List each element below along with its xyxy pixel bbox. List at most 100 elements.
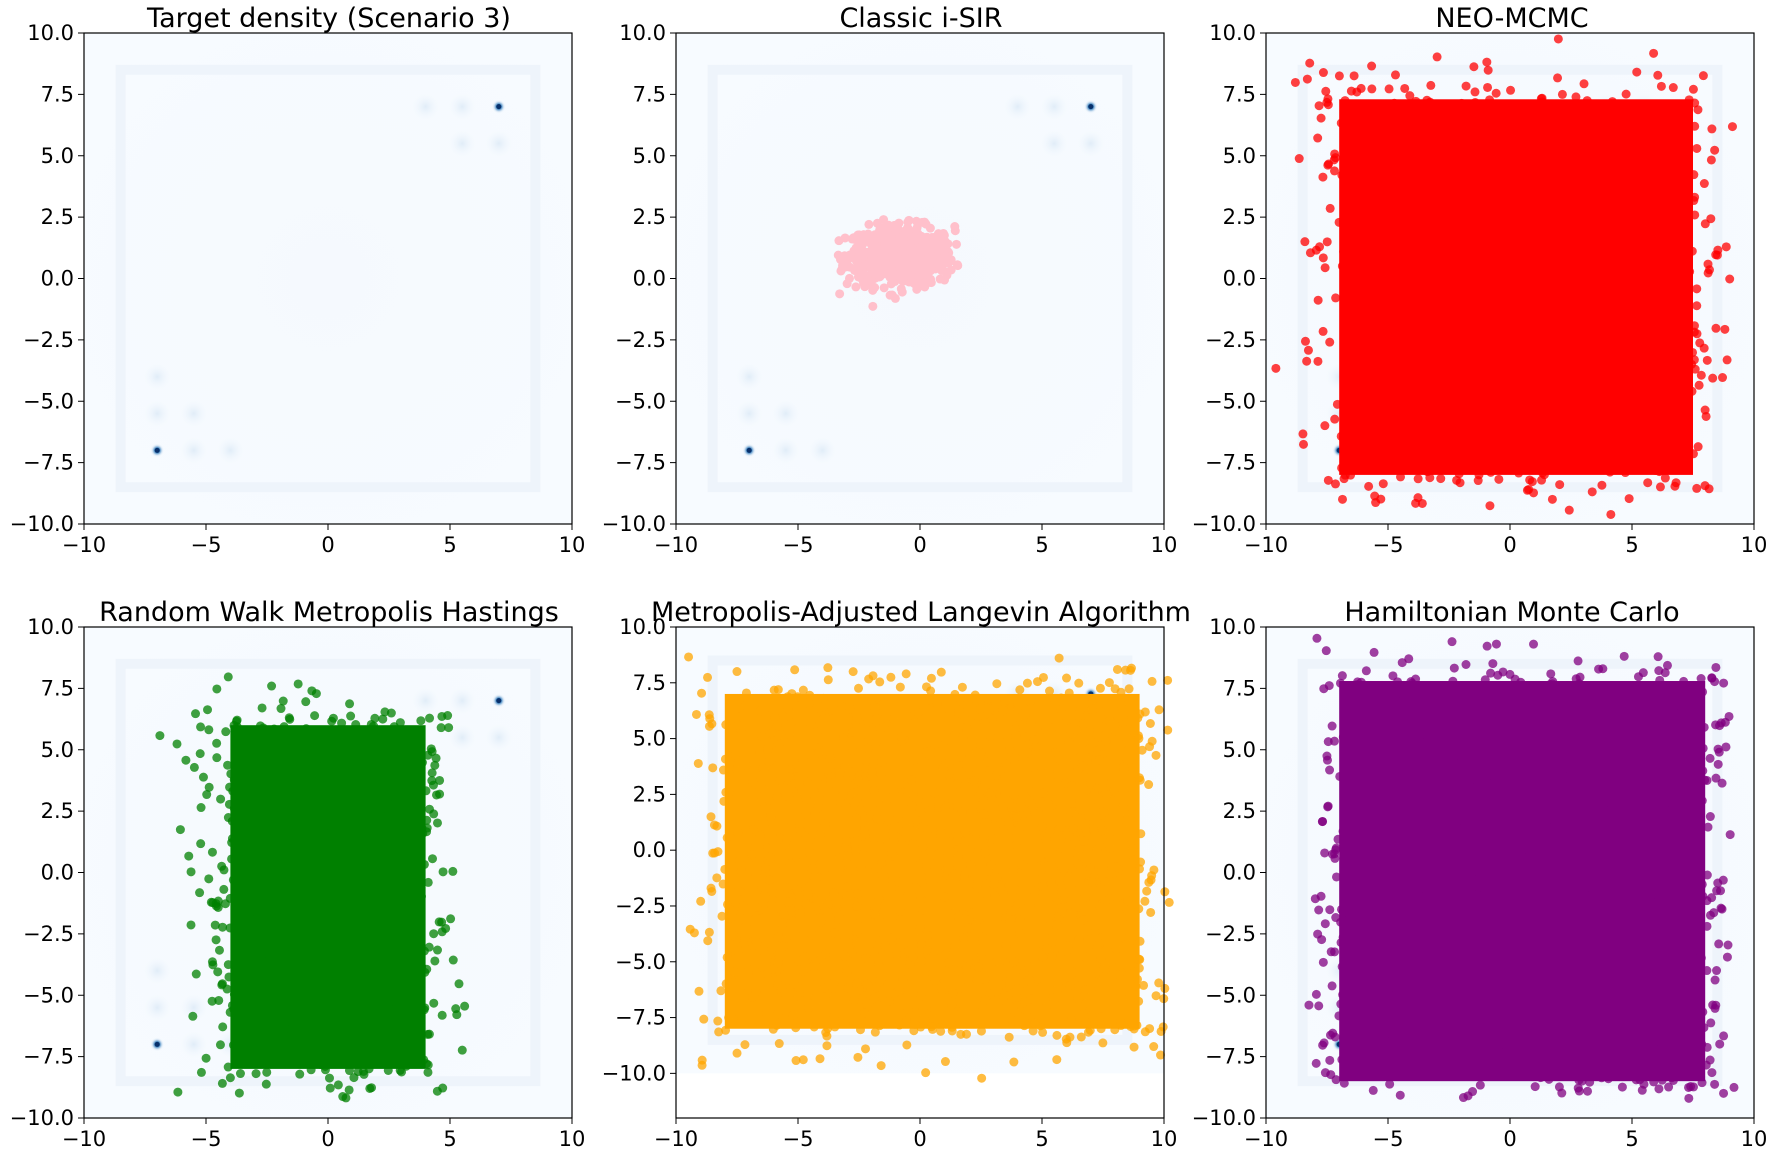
- sample-point: [1409, 258, 1419, 268]
- sample-point: [1693, 1006, 1703, 1016]
- sample-point: [1344, 235, 1354, 245]
- sample-point: [303, 918, 313, 928]
- sample-point: [1536, 1073, 1546, 1083]
- sample-point: [1318, 1040, 1328, 1050]
- sample-point: [1448, 676, 1458, 686]
- sample-point: [1134, 996, 1144, 1006]
- sample-point: [1454, 436, 1464, 446]
- sample-point: [1562, 951, 1572, 961]
- sample-point: [1708, 373, 1718, 383]
- sample-point: [732, 667, 742, 677]
- sample-point: [285, 864, 295, 874]
- sample-point: [931, 882, 941, 892]
- y-tick-label: −5.0: [615, 389, 666, 413]
- sample-point: [1675, 162, 1685, 172]
- sample-point: [248, 960, 258, 970]
- sample-point: [1447, 743, 1457, 753]
- sample-point: [1140, 896, 1150, 906]
- sample-point: [1631, 1075, 1641, 1085]
- sample-point: [1030, 886, 1040, 896]
- sample-point: [1380, 686, 1390, 696]
- sample-point: [1709, 908, 1719, 918]
- sample-point: [186, 920, 196, 930]
- sample-point: [936, 823, 946, 833]
- sample-point: [1331, 872, 1341, 882]
- sample-point: [1478, 214, 1488, 224]
- y-tick-label: 7.5: [41, 82, 74, 106]
- density-mode-core: [746, 447, 752, 453]
- sample-point: [1336, 999, 1346, 1009]
- sample-point: [1598, 773, 1608, 783]
- sample-point: [1354, 376, 1364, 386]
- sample-point: [1028, 762, 1038, 772]
- sample-point: [1682, 440, 1692, 450]
- sample-point: [1425, 97, 1435, 107]
- sample-point: [916, 956, 926, 966]
- sample-point: [245, 728, 255, 738]
- sample-point: [1587, 320, 1597, 330]
- sample-point: [1640, 203, 1650, 213]
- sample-point: [1673, 328, 1683, 338]
- panel-rwmh: Random Walk Metropolis Hastings −10 −5 0 5 1…: [10, 597, 586, 1151]
- sample-point: [1062, 1038, 1072, 1048]
- sample-point: [1700, 775, 1710, 785]
- sample-point: [1110, 684, 1120, 694]
- sample-point: [1395, 893, 1405, 903]
- sample-point: [779, 909, 789, 919]
- sample-point: [1688, 998, 1698, 1008]
- sample-point: [1712, 966, 1722, 976]
- sample-point: [1411, 436, 1421, 446]
- sample-point: [1612, 1013, 1622, 1023]
- sample-point: [875, 815, 885, 825]
- sample-point: [1565, 1069, 1575, 1079]
- sample-point: [232, 715, 242, 725]
- sample-point: [1449, 945, 1459, 955]
- sample-point: [1056, 1018, 1066, 1028]
- sample-point: [1642, 906, 1652, 916]
- sample-point: [300, 750, 310, 760]
- sample-point: [822, 1041, 832, 1051]
- sample-point: [1585, 1077, 1595, 1087]
- sample-point: [1375, 882, 1385, 892]
- sample-point: [863, 717, 873, 727]
- sample-point: [229, 1040, 239, 1050]
- sample-point: [352, 1001, 362, 1011]
- sample-point: [291, 744, 301, 754]
- sample-point: [1552, 1031, 1562, 1041]
- sample-point: [1610, 385, 1620, 395]
- sample-point: [457, 1045, 467, 1055]
- sample-point: [707, 719, 717, 729]
- sample-point: [1461, 81, 1471, 91]
- sample-point: [1662, 152, 1672, 162]
- sample-point: [1533, 1064, 1543, 1074]
- sample-point: [1617, 1082, 1627, 1092]
- sample-point: [1479, 872, 1489, 882]
- sample-point: [713, 847, 723, 857]
- sample-point: [358, 907, 368, 917]
- sample-point: [1614, 254, 1624, 264]
- sample-point: [865, 249, 875, 259]
- sample-point: [1066, 807, 1076, 817]
- sample-point: [976, 748, 986, 758]
- sample-point: [432, 790, 442, 800]
- sample-point: [326, 1057, 336, 1067]
- sample-point: [292, 878, 302, 888]
- sample-point: [1321, 646, 1331, 656]
- sample-point: [1126, 665, 1136, 675]
- sample-point: [1411, 674, 1421, 684]
- sample-point: [400, 946, 410, 956]
- sample-point: [1160, 887, 1170, 897]
- sample-point: [405, 972, 415, 982]
- sample-point: [1304, 1000, 1314, 1010]
- sample-point: [1320, 263, 1330, 273]
- sample-point: [1369, 933, 1379, 943]
- sample-point: [1533, 297, 1543, 307]
- sample-point: [1325, 337, 1335, 347]
- sample-point: [855, 734, 865, 744]
- sample-point: [402, 964, 412, 974]
- sample-point: [891, 270, 901, 280]
- sample-point: [1543, 129, 1553, 139]
- sample-point: [321, 749, 331, 759]
- x-tick-label: 10: [559, 533, 586, 557]
